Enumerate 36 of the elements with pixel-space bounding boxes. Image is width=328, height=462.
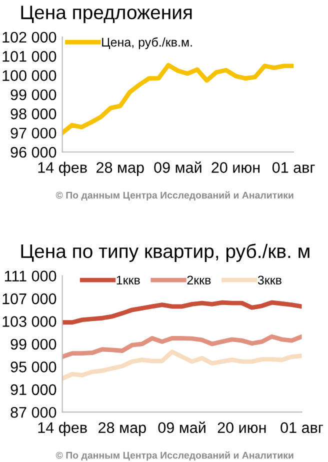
chart-title: Цена по типу квартир, руб./кв. м	[21, 244, 310, 262]
y-tick-label: 111 000	[4, 270, 56, 282]
y-tick-label: 95 000	[10, 362, 56, 372]
line-series	[62, 62, 294, 136]
chart-title: Цена предложения	[21, 6, 192, 24]
x-tick-label: 14 фев	[38, 422, 87, 436]
y-tick-label: 97 000	[10, 128, 56, 139]
line-series	[62, 334, 302, 359]
x-tick-label: 09 май	[158, 422, 206, 434]
legend-label: 3ккв	[258, 276, 282, 285]
y-tick-label: 96 000	[10, 146, 56, 158]
text: © По данным Центра Исследований и Аналитики	[56, 451, 294, 461]
y-tick-label: 102 000	[2, 32, 56, 43]
line-series	[62, 350, 302, 381]
x-tick-label: 09 май	[154, 161, 202, 173]
y-tick-label: 99 000	[10, 338, 56, 350]
x-tick-label: 14 фев	[38, 162, 87, 176]
y-tick-label: 100 000	[2, 70, 56, 81]
x-tick-label: 20 июн	[218, 422, 266, 434]
y-tick-label: 101 000	[2, 51, 56, 62]
legend-label: Цена, руб./кв.м.	[102, 37, 192, 50]
text: © По данным Центра Исследований и Аналитики	[56, 191, 294, 201]
x-tick-label: 01 авг	[272, 162, 315, 173]
line-series	[62, 300, 302, 325]
y-tick-label: 99 000	[10, 89, 56, 100]
y-tick-label: 98 000	[10, 108, 56, 120]
y-tick-label: 87 000	[10, 406, 56, 418]
y-tick-label: 103 000	[2, 316, 56, 327]
y-tick-label: 91 000	[10, 384, 56, 396]
x-tick-label: 28 мар	[98, 422, 146, 436]
legend-label: 1ккв	[116, 276, 140, 284]
legend-label: 2ккв	[187, 276, 211, 284]
x-tick-label: 20 июн	[212, 162, 260, 173]
x-tick-label: 28 мар	[96, 162, 144, 176]
x-tick-label: 01 авг	[280, 422, 324, 434]
y-tick-label: 107 000	[2, 293, 56, 304]
